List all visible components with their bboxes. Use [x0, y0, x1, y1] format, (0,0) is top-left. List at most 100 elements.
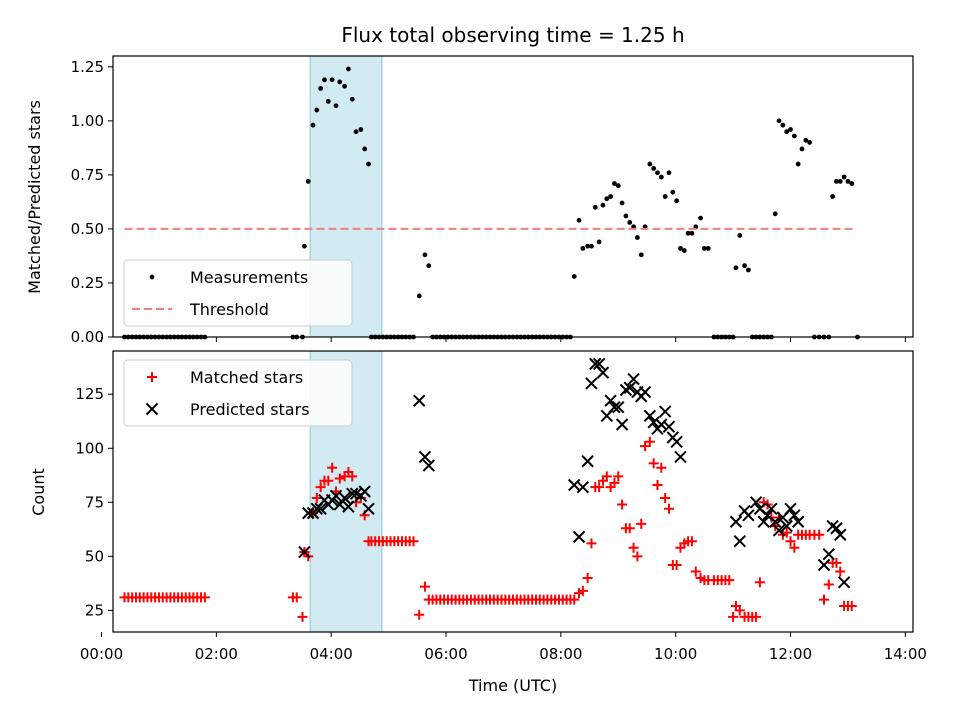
data-point: [724, 575, 735, 586]
axes-frame: [112, 350, 914, 633]
data-point: [647, 161, 653, 167]
x-tick-label: 10:00: [654, 645, 697, 663]
data-point: [841, 174, 847, 180]
data-point: [627, 372, 640, 386]
data-point: [619, 383, 633, 397]
data-point: [819, 594, 830, 605]
data-point: [615, 418, 629, 431]
data-point: [413, 394, 426, 407]
data-point: [615, 183, 621, 189]
data-point: [701, 245, 707, 251]
data-point: [742, 509, 755, 522]
y-tick-label: 0.25: [71, 274, 104, 292]
data-point: [358, 127, 364, 132]
data-point: [612, 181, 617, 186]
data-point: [572, 530, 586, 544]
data-point: [362, 146, 368, 152]
data-point: [817, 558, 831, 572]
data-point: [623, 213, 629, 219]
data-point: [652, 480, 663, 491]
data-point: [698, 215, 703, 221]
data-point: [585, 377, 598, 390]
data-point: [322, 77, 327, 83]
legend-box: [123, 359, 353, 427]
data-point: [656, 462, 667, 473]
data-point: [788, 127, 793, 132]
y-tick-label: 75: [85, 493, 104, 511]
data-point: [349, 96, 355, 102]
data-point: [658, 174, 664, 180]
data-point: [301, 243, 307, 249]
data-point: [823, 579, 834, 590]
data-point: [327, 462, 338, 473]
legend-label: Threshold: [189, 300, 269, 319]
data-point: [772, 524, 786, 537]
legend-label: Matched stars: [190, 368, 303, 387]
data-point: [609, 477, 620, 488]
data-point: [831, 557, 842, 568]
data-point: [690, 566, 701, 577]
data-point: [346, 66, 351, 72]
data-point: [689, 230, 695, 236]
data-point: [733, 265, 739, 271]
data-point: [733, 535, 747, 548]
data-point: [318, 86, 324, 91]
data-point: [776, 118, 782, 124]
data-point: [784, 502, 797, 515]
x-tick-label: 02:00: [195, 645, 238, 663]
data-point: [784, 129, 790, 135]
data-point: [592, 357, 606, 371]
data-point: [414, 609, 425, 620]
data-point: [419, 581, 430, 592]
data-point: [342, 500, 355, 513]
data-point: [333, 103, 339, 109]
bottom-panel: 25 50 75 100 125 00:00 02:00 04:00 06:00 08:00 10:…: [75, 350, 927, 663]
data-point: [799, 146, 805, 152]
data-point: [366, 161, 371, 167]
data-point: [623, 381, 636, 394]
data-point: [737, 233, 743, 238]
data-point: [655, 418, 668, 431]
y-tick-label: 50: [85, 547, 104, 565]
data-point: [835, 566, 846, 577]
data-point: [596, 366, 610, 379]
data-point: [834, 528, 847, 541]
data-point: [314, 107, 320, 113]
data-point: [780, 519, 793, 533]
data-point: [576, 480, 590, 494]
data-point: [358, 485, 371, 498]
data-point: [426, 263, 432, 269]
data-point: [795, 161, 801, 167]
data-point: [586, 538, 597, 549]
series-predicted-stars: [298, 357, 851, 589]
data-point: [636, 518, 647, 529]
data-point: [788, 509, 801, 522]
data-point: [617, 499, 628, 510]
x-axis-label: Time (UTC): [468, 676, 557, 695]
data-point: [596, 239, 602, 245]
data-point: [781, 527, 792, 538]
data-point: [749, 496, 763, 509]
data-point: [644, 436, 655, 447]
data-point: [837, 178, 843, 184]
data-point: [298, 545, 311, 559]
data-point: [627, 220, 633, 225]
data-point: [601, 471, 612, 482]
y-tick-label: 1.00: [71, 112, 104, 130]
data-point: [613, 471, 624, 482]
data-point: [416, 293, 422, 299]
x-tick-label: 14:00: [884, 645, 927, 663]
data-point: [638, 252, 644, 258]
data-point: [768, 515, 782, 528]
data-point: [362, 502, 375, 515]
x-tick-label: 06:00: [424, 645, 467, 663]
data-point: [685, 230, 691, 236]
data-point: [849, 181, 855, 186]
y-tick-label: 100: [75, 439, 104, 457]
data-point: [624, 523, 635, 534]
chart-title: Flux total observing time = 1.25 h: [341, 23, 684, 47]
y-tick-label: 0.00: [71, 328, 104, 346]
data-point: [837, 576, 851, 589]
data-point: [729, 515, 743, 528]
